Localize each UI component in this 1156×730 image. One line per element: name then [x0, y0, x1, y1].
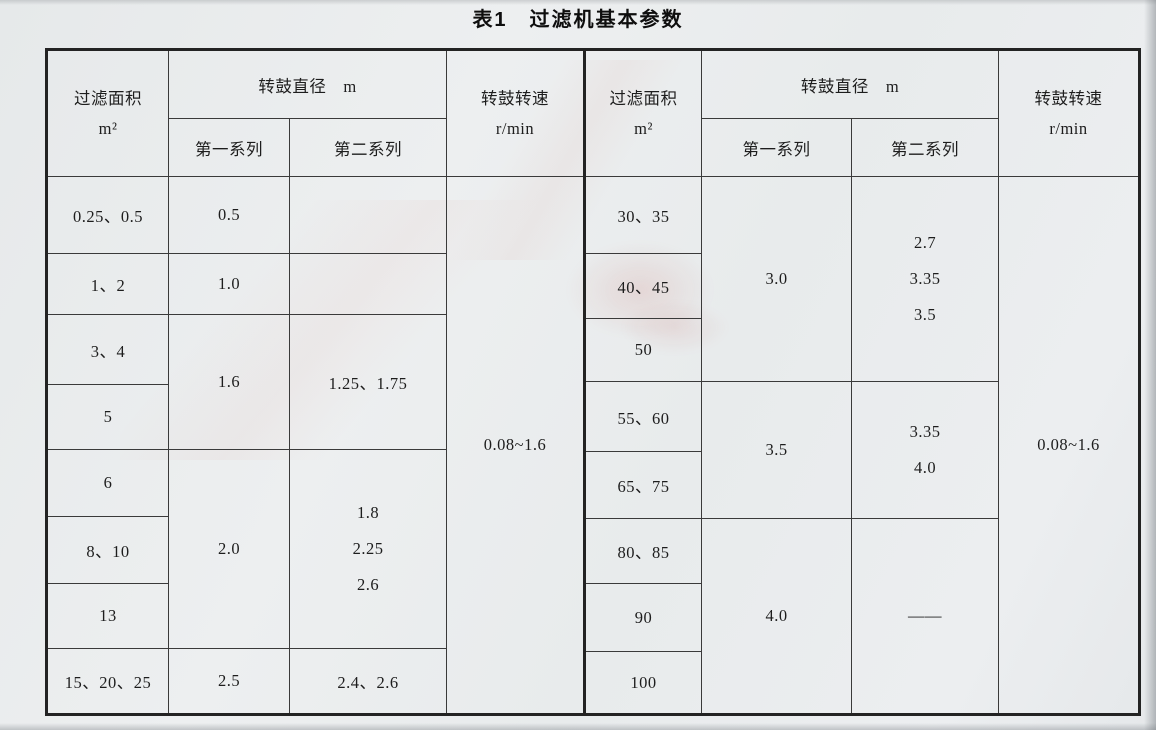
area-cell: 6 — [46, 449, 169, 517]
filter-parameters-table-right: 过滤面积 m² 转鼓直径 m 转鼓转速 r/min 第一系列 第二系列 30、3… — [583, 48, 1141, 716]
series2-value-line: 2.7 — [913, 233, 937, 252]
filter-parameters-table-left: 过滤面积 m² 转鼓直径 m 转鼓转速 r/min 第一系列 第二系列 0.25… — [45, 48, 586, 716]
series2-cell — [289, 253, 447, 315]
header-filter-area-unit: m² — [634, 118, 653, 138]
series2-value-line: 2.25 — [352, 539, 384, 558]
series1-cell: 1.0 — [168, 253, 290, 315]
page-edge-shadow-bottom — [0, 723, 1156, 730]
header-filter-area-unit: m² — [98, 118, 118, 138]
area-cell: 100 — [584, 651, 702, 715]
header-filter-area-label: 过滤面积 — [609, 88, 678, 108]
header-drum-speed-unit: r/min — [495, 118, 535, 138]
area-cell: 55、60 — [584, 381, 702, 452]
area-cell: 3、4 — [46, 314, 169, 385]
series1-cell: 0.5 — [168, 176, 290, 254]
series1-cell: 1.6 — [168, 314, 290, 450]
header-drum-diameter: 转鼓直径 m — [701, 49, 999, 119]
area-cell: 1、2 — [46, 253, 169, 315]
header-drum-speed: 转鼓转速 r/min — [446, 49, 585, 177]
series1-cell: 2.5 — [168, 648, 290, 715]
series2-cell: 2.4、2.6 — [289, 648, 447, 715]
series1-cell: 3.0 — [701, 176, 852, 382]
series2-cell: 2.7 3.35 3.5 — [851, 176, 999, 382]
area-cell: 5 — [46, 384, 169, 450]
area-cell: 40、45 — [584, 253, 702, 319]
header-series1: 第一系列 — [168, 118, 290, 177]
speed-cell: 0.08~1.6 — [998, 176, 1140, 715]
series2-cell — [289, 176, 447, 254]
series2-value-line: 1.8 — [356, 503, 380, 522]
series2-cell: 1.25、1.75 — [289, 314, 447, 450]
series2-cell: 1.8 2.25 2.6 — [289, 449, 447, 649]
series2-value-line: 2.6 — [356, 575, 380, 594]
area-cell: 80、85 — [584, 518, 702, 584]
header-filter-area-label: 过滤面积 — [74, 88, 142, 108]
area-cell: 13 — [46, 583, 169, 649]
header-series2: 第二系列 — [289, 118, 447, 177]
area-cell: 65、75 — [584, 451, 702, 519]
speed-cell: 0.08~1.6 — [446, 176, 585, 715]
series2-value-line: 3.5 — [913, 305, 937, 324]
series2-cell: 3.35 4.0 — [851, 381, 999, 519]
series1-cell: 2.0 — [168, 449, 290, 649]
series2-value-line: 4.0 — [913, 458, 937, 477]
area-cell: 15、20、25 — [46, 648, 169, 715]
series2-value-line: 3.35 — [909, 422, 941, 441]
header-drum-speed-label: 转鼓转速 — [481, 88, 549, 108]
area-cell: 30、35 — [584, 176, 702, 254]
area-cell: 8、10 — [46, 516, 169, 584]
area-cell: 0.25、0.5 — [46, 176, 169, 254]
header-filter-area: 过滤面积 m² — [46, 49, 169, 177]
area-cell: 90 — [584, 583, 702, 652]
header-drum-speed: 转鼓转速 r/min — [998, 49, 1140, 177]
page-edge-shadow-right — [1144, 0, 1156, 730]
series1-cell: 3.5 — [701, 381, 852, 519]
series2-cell: —— — [851, 518, 999, 715]
header-drum-speed-unit: r/min — [1049, 118, 1088, 138]
area-cell: 50 — [584, 318, 702, 382]
header-drum-diameter: 转鼓直径 m — [168, 49, 447, 119]
header-series1: 第一系列 — [701, 118, 852, 177]
header-filter-area: 过滤面积 m² — [584, 49, 702, 177]
header-series2: 第二系列 — [851, 118, 999, 177]
series2-value-line: 3.35 — [909, 269, 941, 288]
header-drum-speed-label: 转鼓转速 — [1034, 88, 1103, 108]
table-title: 表1 过滤机基本参数 — [472, 9, 684, 31]
series1-cell: 4.0 — [701, 518, 852, 715]
